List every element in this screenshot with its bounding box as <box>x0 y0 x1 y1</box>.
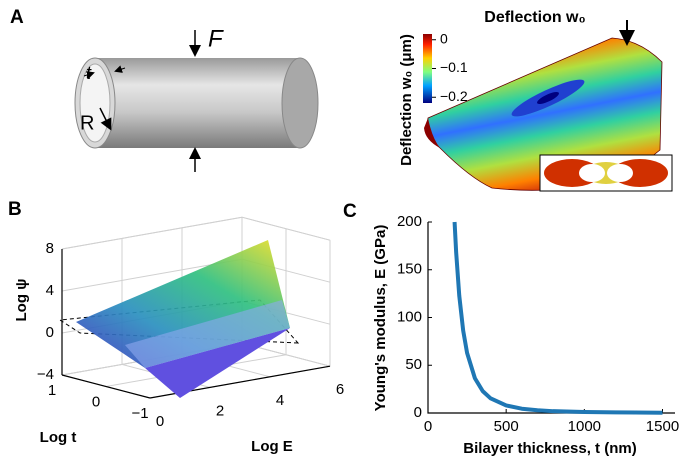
deflection-surface <box>424 20 673 192</box>
colorbar-tick-label: −0.1 <box>440 59 468 75</box>
z-axis-label: Log ψ <box>13 279 30 322</box>
axis-line <box>427 222 675 414</box>
z-tick-label: 8 <box>46 240 54 257</box>
y-tick-label: 1 <box>48 382 56 399</box>
surface-3d <box>58 240 300 398</box>
data-line <box>452 221 663 415</box>
x-tick-label: 6 <box>336 381 344 398</box>
deflection-title: Deflection w₀ <box>484 9 585 26</box>
y-tick-label: −1 <box>131 405 148 422</box>
colorbar-label: Deflection w₀ (μm) <box>398 34 415 166</box>
y-tick-label: 0 <box>92 393 100 410</box>
colorbar-tick-label: −0.2 <box>440 88 468 104</box>
x-tick-label: 1500 <box>646 418 679 435</box>
colorbar-tick-label: 0 <box>440 30 448 46</box>
panel-label: B <box>8 199 22 220</box>
y-axis-label: Log t <box>40 429 77 446</box>
force-label: F <box>208 25 224 52</box>
z-tick-label: 0 <box>46 324 54 341</box>
x-tick-label: 2 <box>216 402 224 419</box>
x-axis-label: Log E <box>251 438 293 455</box>
y-axis-label: Young's modulus, E (GPa) <box>372 225 389 412</box>
x-tick-label: 0 <box>424 418 432 435</box>
y-tick-label: 200 <box>397 213 422 230</box>
x-tick-label: 0 <box>156 413 164 430</box>
y-tick-label: 100 <box>397 308 422 325</box>
line-chart <box>427 221 675 415</box>
z-tick-label: 4 <box>46 282 54 299</box>
axis-line <box>61 374 151 399</box>
y-tick-label: 150 <box>397 261 422 278</box>
x-axis-label: Bilayer thickness, t (nm) <box>463 440 636 457</box>
x-tick-label: 1000 <box>568 418 601 435</box>
grid-line <box>61 216 243 250</box>
colorbar <box>423 34 432 103</box>
y-tick-label: 50 <box>405 356 422 373</box>
x-tick-label: 500 <box>494 418 519 435</box>
thickness-label: t <box>86 63 92 83</box>
x-tick-label: 4 <box>276 392 284 409</box>
panel-label: C <box>343 201 357 222</box>
radius-label: R <box>80 112 94 134</box>
panel-label: A <box>10 7 24 28</box>
z-tick-label: −4 <box>37 366 54 383</box>
cylinder <box>74 30 319 172</box>
y-tick-label: 0 <box>414 404 422 421</box>
